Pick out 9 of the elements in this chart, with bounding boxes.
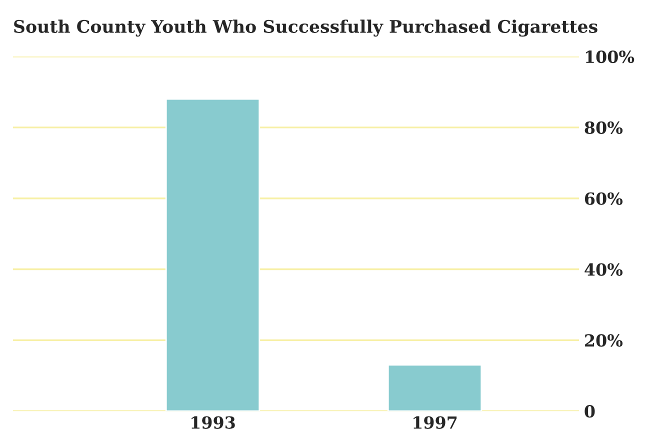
y-tick-label: 40% — [584, 263, 623, 276]
y-tick-label: 0 — [584, 405, 595, 418]
y-tick-label: 20% — [585, 334, 623, 347]
x-tick-label: 1997 — [414, 416, 457, 429]
y-tick-label: 80% — [584, 121, 623, 134]
chart-title: South County Youth Who Successfully Purchased Cigarettes — [14, 20, 598, 37]
y-tick-label: 60% — [584, 192, 623, 205]
y-tick-label: 100% — [586, 50, 634, 64]
x-tick-label: 1993 — [192, 416, 235, 429]
